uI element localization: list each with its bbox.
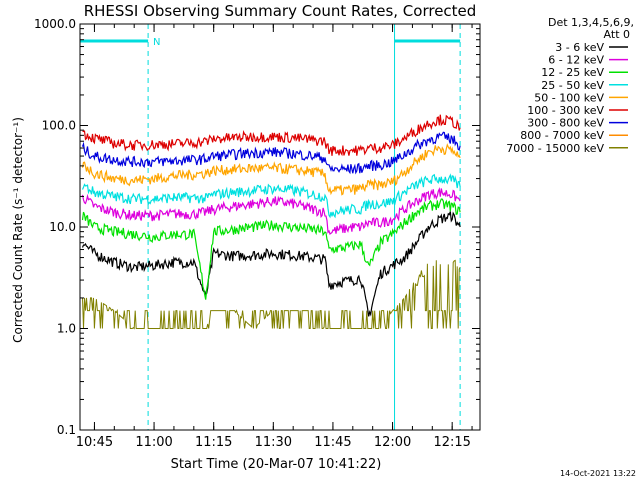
x-tick-label: 10:45	[76, 435, 113, 450]
x-tick-label: 11:30	[255, 435, 292, 450]
legend-label: 100 - 300 keV	[527, 104, 604, 117]
y-tick-label: 1000.0	[34, 17, 76, 31]
legend-label: 50 - 100 keV	[534, 91, 604, 104]
series-line-5	[82, 114, 461, 157]
axes: 1000.0 100.0 10.0 1.0 0.110:45 11:00 11:15 11:3…	[34, 17, 480, 450]
legend-label: 7000 - 15000 keV	[506, 142, 604, 155]
series-line-1	[81, 187, 461, 236]
legend-header-line-2: Att 0	[604, 28, 630, 41]
series-line-3	[81, 173, 461, 219]
y-axis-label: Corrected Count Rate (s⁻¹ detector⁻¹)	[11, 117, 25, 343]
legend-label: 25 - 50 keV	[541, 79, 604, 92]
render-timestamp: 14-Oct-2021 13:22	[560, 469, 636, 478]
x-tick-label: 12:00	[374, 435, 411, 450]
series-line-0	[81, 211, 461, 317]
y-tick-label: 1.0	[57, 322, 76, 336]
x-axis-label: Start Time (20-Mar-07 10:41:22)	[171, 457, 382, 472]
y-tick-label: 100.0	[42, 119, 76, 133]
legend-header-line-1: Det 1,3,4,5,6,9,	[548, 16, 634, 29]
series-line-6	[81, 131, 461, 175]
night-label: N	[153, 37, 160, 48]
legend-label: 3 - 6 keV	[555, 41, 604, 54]
series-layer	[81, 114, 461, 330]
x-tick-label: 11:15	[195, 435, 232, 450]
legend-label: 800 - 7000 keV	[520, 129, 604, 142]
x-tick-label: 11:45	[314, 435, 351, 450]
x-tick-label: 12:15	[433, 435, 470, 450]
y-tick-label: 10.0	[49, 220, 76, 234]
x-tick-label: 11:00	[135, 435, 172, 450]
chart-title: RHESSI Observing Summary Count Rates, Co…	[84, 2, 477, 20]
legend-label: 12 - 25 keV	[541, 66, 604, 79]
y-tick-label: 0.1	[57, 423, 76, 437]
legend-label: 6 - 12 keV	[548, 54, 604, 67]
series-line-2	[81, 198, 461, 300]
series-line-8	[82, 259, 461, 330]
legend-label: 300 - 800 keV	[527, 117, 604, 130]
series-line-4	[81, 143, 461, 196]
